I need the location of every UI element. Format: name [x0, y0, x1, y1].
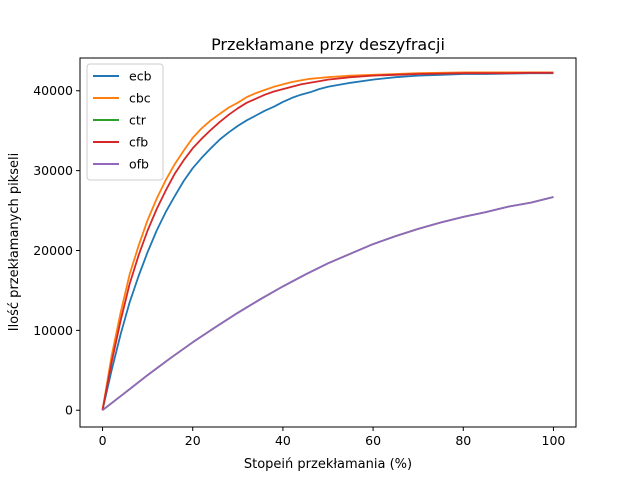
x-tick-label: 0 — [99, 433, 107, 448]
x-axis-label: Stopeiń przekłamania (%) — [244, 457, 412, 472]
chart-title: Przekłamane przy deszyfracji — [211, 35, 445, 54]
series-line-ecb — [101, 72, 554, 411]
y-tick-label: 40000 — [33, 83, 73, 98]
x-tick-label: 20 — [185, 433, 201, 448]
legend: ecb cbc ctr cfb ofb — [86, 63, 164, 181]
series-line-ofb — [101, 196, 554, 411]
x-tick-label: 100 — [542, 433, 566, 448]
x-tick-label: 60 — [365, 433, 381, 448]
series-line-cfb — [101, 71, 554, 411]
legend-box — [86, 63, 164, 181]
legend-label-ofb: ofb — [129, 157, 149, 172]
x-tick-label: 40 — [275, 433, 291, 448]
plot-frame — [79, 57, 577, 428]
axis-ticks: 0 20 40 60 80 100 0 10000 20000 30000 40000 — [33, 83, 565, 448]
x-tick-label: 80 — [455, 433, 471, 448]
y-tick-label: 20000 — [33, 243, 73, 258]
legend-label-ecb: ecb — [129, 69, 152, 84]
plot-area — [101, 71, 554, 411]
y-tick-label: 30000 — [33, 163, 73, 178]
legend-label-ctr: ctr — [129, 113, 147, 128]
legend-label-cfb: cfb — [129, 135, 148, 150]
y-tick-label: 0 — [65, 403, 73, 418]
legend-label-cbc: cbc — [129, 91, 151, 106]
y-tick-label: 10000 — [33, 323, 73, 338]
y-axis-label: Ilość przekłamanych pikseli — [7, 153, 22, 332]
